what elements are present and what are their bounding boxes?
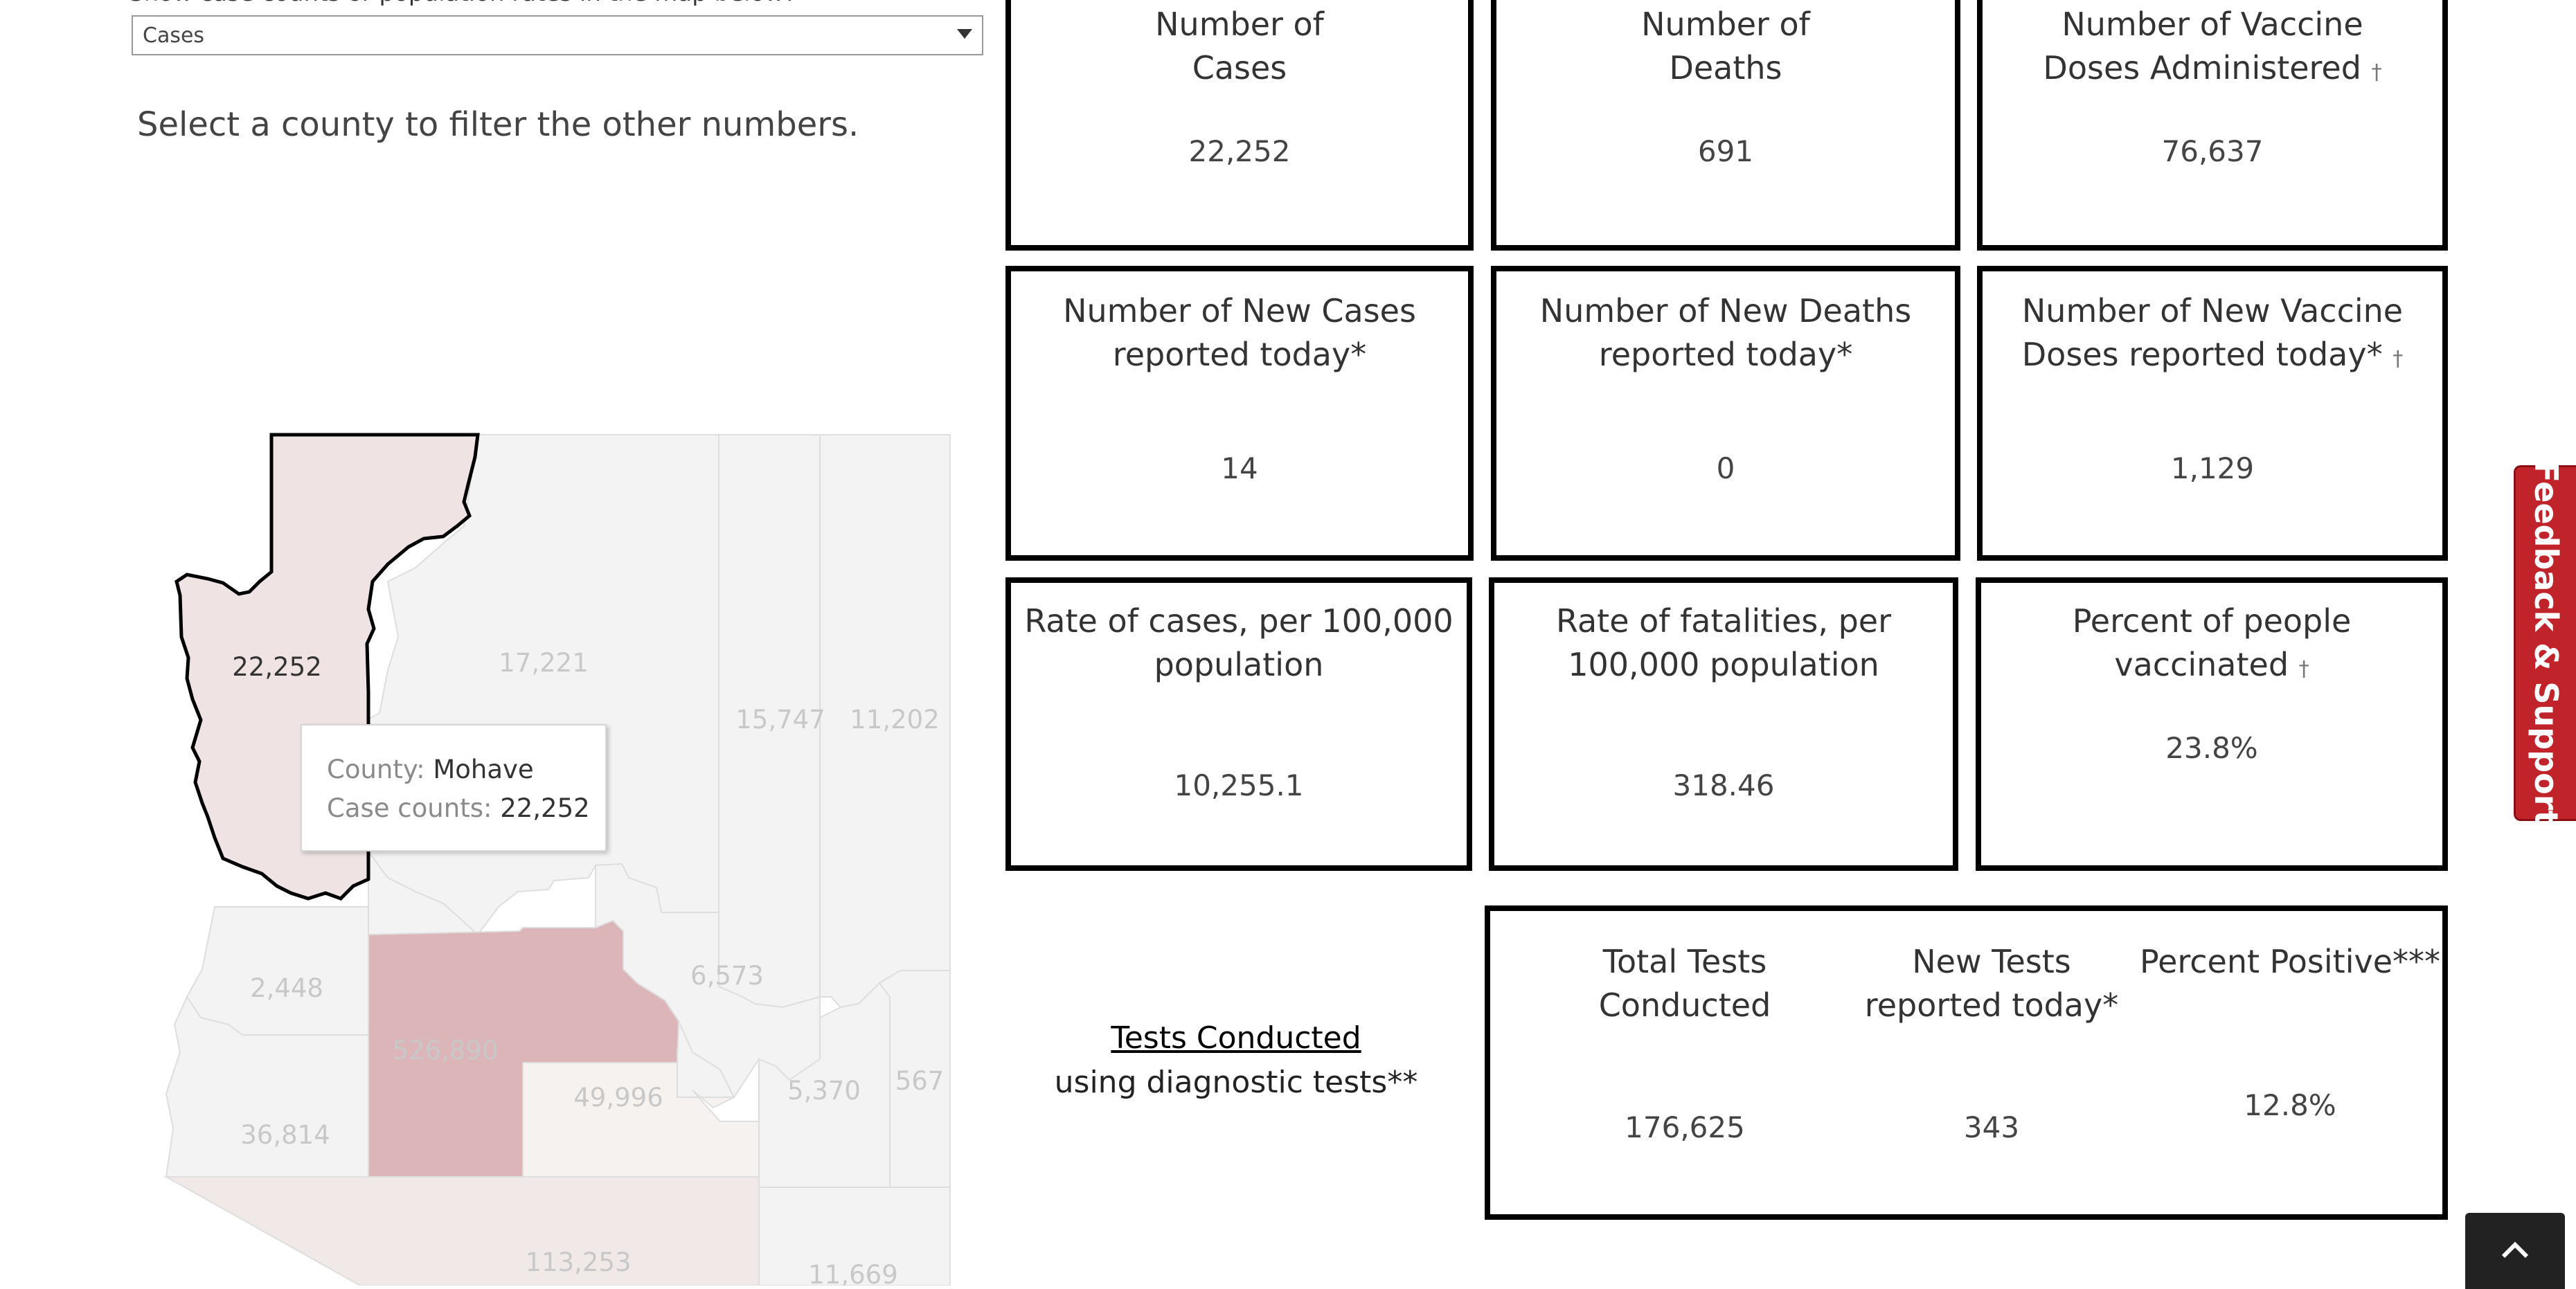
tests-percent-positive-value: 12.8% bbox=[2244, 1088, 2336, 1122]
tests-total-title: Total Tests Conducted bbox=[1598, 943, 1771, 1024]
kpi-new-cases[interactable]: Number of New Cases reported today* 14 bbox=[1005, 266, 1474, 561]
scroll-to-top-button[interactable] bbox=[2465, 1213, 2565, 1289]
kpi-title: Number of New Vaccine Doses reported toda… bbox=[2021, 292, 2404, 373]
tooltip-count-row: Case counts: 22,252 bbox=[327, 793, 590, 823]
kpi-title: Number of Cases bbox=[1155, 6, 1324, 87]
kpi-title: Number of Vaccine Doses Administered † bbox=[2043, 6, 2382, 87]
dropdown-selected-value: Cases bbox=[143, 24, 205, 48]
dagger-marker: † bbox=[2298, 657, 2309, 681]
tests-new-value: 343 bbox=[1963, 1110, 2020, 1144]
county-la-paz[interactable] bbox=[186, 906, 369, 1036]
county-value-label: 36,814 bbox=[240, 1120, 330, 1150]
feedback-support-label: Feedback & Support bbox=[2527, 460, 2565, 826]
feedback-support-tab[interactable]: Feedback & Support bbox=[2514, 461, 2576, 825]
kpi-value: 318.46 bbox=[1672, 768, 1775, 802]
kpi-value: 1,129 bbox=[2170, 451, 2255, 485]
map-metric-dropdown[interactable]: Cases bbox=[132, 15, 983, 55]
dagger-marker: † bbox=[2392, 347, 2404, 371]
tests-conducted-link[interactable]: Tests Conducted bbox=[1111, 1020, 1361, 1056]
dagger-marker: † bbox=[2371, 60, 2382, 84]
county-value-label: 567 bbox=[895, 1066, 945, 1096]
county-mohave[interactable] bbox=[175, 433, 480, 901]
kpi-vaccine-doses[interactable]: Number of Vaccine Doses Administered † 76… bbox=[1977, 0, 2448, 251]
chevron-down-icon bbox=[957, 29, 972, 39]
tests-caption: Tests Conducted using diagnostic tests** bbox=[1018, 1016, 1454, 1105]
kpi-new-deaths[interactable]: Number of New Deaths reported today* 0 bbox=[1491, 266, 1960, 561]
kpi-value: 0 bbox=[1716, 451, 1735, 485]
tooltip-count-label: Case counts: bbox=[327, 793, 492, 823]
county-value-label: 15,747 bbox=[735, 705, 825, 734]
map-filter-prompt: Show case counts or population rates in … bbox=[129, 0, 796, 7]
county-filter-instruction: Select a county to filter the other numb… bbox=[137, 105, 859, 144]
kpi-value: 14 bbox=[1221, 451, 1258, 485]
tests-panel[interactable]: Total Tests Conducted 176,625 New Tests re… bbox=[1485, 905, 2448, 1220]
kpi-title: Percent of people vaccinated † bbox=[2072, 602, 2352, 683]
map-tooltip: County: Mohave Case counts: 22,252 bbox=[301, 724, 607, 851]
tests-percent-positive-title: Percent Positive*** bbox=[2139, 943, 2441, 980]
county-value-label: 11,202 bbox=[850, 705, 939, 734]
kpi-value: 691 bbox=[1697, 134, 1754, 168]
county-cochise[interactable] bbox=[758, 1187, 951, 1286]
county-value-label: 22,252 bbox=[232, 652, 321, 682]
county-value-label: 113,253 bbox=[525, 1247, 631, 1277]
county-value-label: 17,221 bbox=[499, 648, 588, 678]
kpi-title: Number of New Deaths reported today* bbox=[1539, 292, 1912, 373]
county-pima[interactable] bbox=[163, 1176, 760, 1286]
kpi-title: Number of New Cases reported today* bbox=[1063, 292, 1416, 373]
tooltip-count-value: 22,252 bbox=[500, 793, 590, 823]
kpi-percent-vaccinated[interactable]: Percent of people vaccinated † 23.8% bbox=[1976, 577, 2448, 871]
tests-percent-positive: Percent Positive*** 12.8% bbox=[2134, 940, 2446, 1203]
county-value-label: 11,669 bbox=[808, 1260, 897, 1286]
county-value-label: 526,890 bbox=[392, 1036, 498, 1065]
kpi-value: 23.8% bbox=[2165, 731, 2258, 765]
kpi-title: Rate of cases, per 100,000 population bbox=[1024, 602, 1454, 683]
county-value-label: 2,448 bbox=[250, 973, 323, 1003]
kpi-new-vaccine-doses[interactable]: Number of New Vaccine Doses reported toda… bbox=[1977, 266, 2448, 561]
kpi-case-rate[interactable]: Rate of cases, per 100,000 population 10,… bbox=[1005, 577, 1472, 871]
tests-total: Total Tests Conducted 176,625 bbox=[1522, 940, 1848, 1203]
tests-new: New Tests reported today* 343 bbox=[1853, 940, 2130, 1203]
county-value-label: 5,370 bbox=[787, 1076, 861, 1106]
tooltip-county-label: County: bbox=[327, 755, 425, 784]
kpi-title: Rate of fatalities, per 100,000 populatio… bbox=[1556, 602, 1891, 683]
chevron-up-icon bbox=[2501, 1241, 2529, 1259]
kpi-value: 76,637 bbox=[2161, 134, 2264, 168]
tests-new-title: New Tests reported today* bbox=[1864, 943, 2119, 1024]
kpi-value: 10,255.1 bbox=[1174, 768, 1304, 802]
kpi-deaths[interactable]: Number of Deaths 691 bbox=[1491, 0, 1960, 251]
county-value-label: 6,573 bbox=[690, 961, 764, 991]
county-value-label: 49,996 bbox=[573, 1083, 663, 1112]
tests-caption-sub: using diagnostic tests** bbox=[1054, 1065, 1418, 1100]
kpi-title: Number of Deaths bbox=[1641, 6, 1810, 87]
tooltip-county-row: County: Mohave bbox=[327, 755, 534, 784]
kpi-value: 22,252 bbox=[1188, 134, 1291, 168]
arizona-county-map: 22,252 17,221 15,747 11,202 2,448 526,89… bbox=[163, 433, 951, 1286]
kpi-fatality-rate[interactable]: Rate of fatalities, per 100,000 populatio… bbox=[1489, 577, 1958, 871]
tests-total-value: 176,625 bbox=[1625, 1110, 1745, 1144]
tooltip-county-value: Mohave bbox=[433, 755, 534, 784]
kpi-cases[interactable]: Number of Cases 22,252 bbox=[1005, 0, 1474, 251]
